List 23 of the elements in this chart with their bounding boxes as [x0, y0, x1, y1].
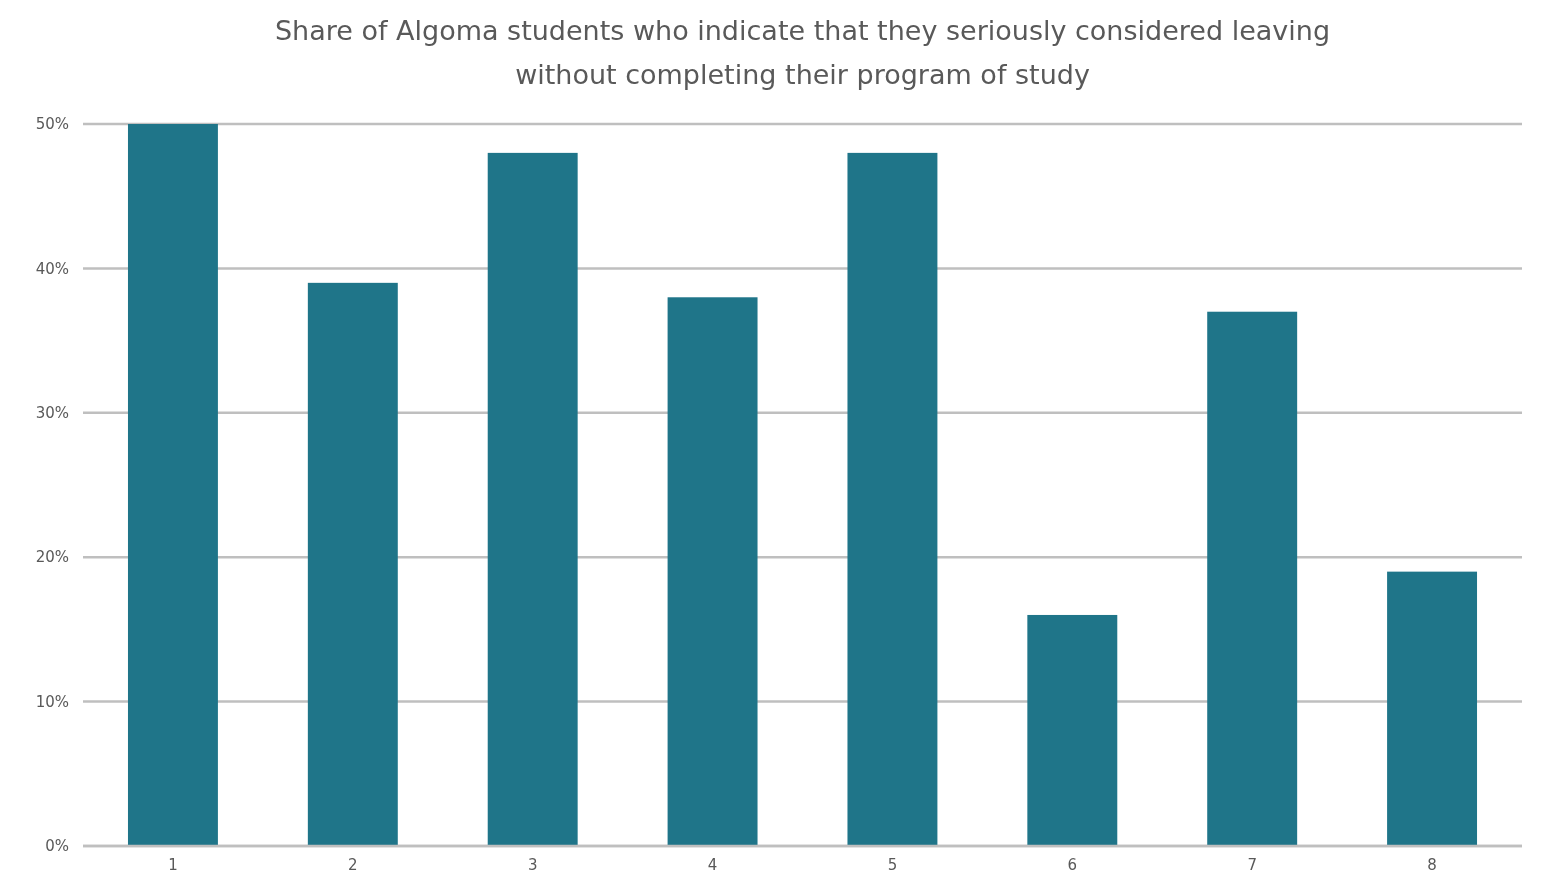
y-tick-label: 10%	[35, 692, 69, 711]
bar	[487, 152, 578, 846]
x-tick-label: 2	[348, 856, 358, 874]
x-tick-label: 3	[527, 856, 538, 874]
x-tick-label: 8	[1427, 856, 1437, 874]
bar	[1387, 571, 1478, 846]
y-tick-label: 30%	[35, 404, 69, 423]
y-tick-label: 0%	[45, 837, 69, 856]
bar	[667, 297, 758, 846]
bar	[307, 282, 398, 846]
bar	[1207, 311, 1298, 846]
x-tick-label: 7	[1247, 856, 1257, 874]
x-tick-label: 5	[887, 856, 898, 874]
x-tick-label: 6	[1067, 856, 1078, 874]
chart-title: Share of Algoma students who indicate that they seriously considered leaving without completing their program of study	[274, 15, 1331, 90]
y-tick-label: 20%	[35, 548, 69, 567]
x-tick-label: 4	[707, 856, 718, 874]
bar	[847, 152, 938, 846]
y-tick-label: 50%	[35, 115, 69, 134]
y-tick-label: 40%	[35, 259, 69, 278]
bar	[127, 124, 218, 846]
bar	[1027, 614, 1118, 846]
x-tick-label: 1	[168, 856, 178, 874]
